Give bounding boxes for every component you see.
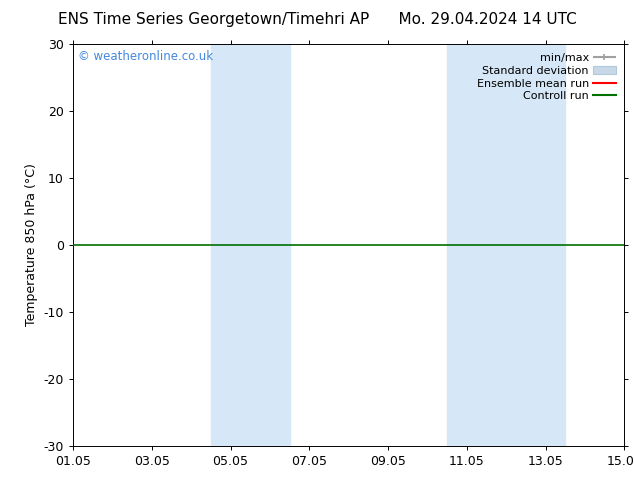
Legend: min/max, Standard deviation, Ensemble mean run, Controll run: min/max, Standard deviation, Ensemble me… <box>474 49 619 105</box>
Text: ENS Time Series Georgetown/Timehri AP      Mo. 29.04.2024 14 UTC: ENS Time Series Georgetown/Timehri AP Mo… <box>58 12 576 27</box>
Y-axis label: Temperature 850 hPa (°C): Temperature 850 hPa (°C) <box>25 164 38 326</box>
Text: © weatheronline.co.uk: © weatheronline.co.uk <box>79 50 214 63</box>
Bar <box>210 44 290 446</box>
Bar <box>447 44 566 446</box>
